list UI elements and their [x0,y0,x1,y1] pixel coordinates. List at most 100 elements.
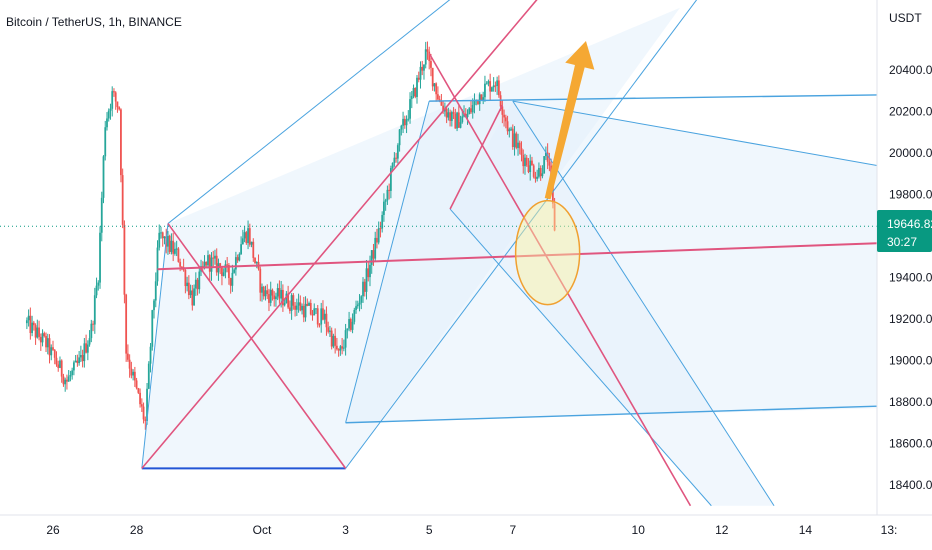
candle-body [29,315,32,334]
candle-body [362,281,364,297]
candle-body [66,379,68,382]
candle-body [107,110,110,119]
candle-body [31,322,33,334]
candle-body [438,99,441,101]
candle-body [395,157,398,159]
candle-body [442,105,445,112]
candle-body [144,419,147,422]
last-price-badge: 19646.82 30:27 [877,210,932,252]
candle-body [241,238,244,245]
candle-body [210,257,213,272]
candle-body [527,165,530,173]
candle-body [193,288,195,306]
candle-body [125,294,128,354]
candle-body [130,368,133,376]
candles [25,41,556,430]
candle-body [194,279,197,289]
candle-body [529,160,532,173]
channel-edge-vertical-right [345,100,430,423]
candle-body [513,133,516,148]
candle-body [330,330,333,347]
descending-channel-lower [449,208,712,507]
candle-body [238,253,241,261]
candle-body [158,232,161,248]
candle-body [297,302,300,306]
candle-body [160,232,162,234]
channel-edge-upper-left [167,0,451,224]
highlight-circle [514,199,581,306]
candle-body [518,142,521,149]
candle-body [53,349,56,358]
candle-body [351,321,354,330]
candle-body [396,145,399,159]
candle-body [376,237,378,243]
candle-body [189,290,192,296]
candle-body [147,363,150,389]
candle-body [222,272,225,276]
candle-body [541,173,544,177]
candle-body [294,305,296,310]
candle-body [50,347,53,356]
candle-body [332,335,335,347]
price-tick-label: 20000.00 [889,146,932,160]
candle-body [308,302,310,306]
candle-body [288,307,291,311]
candle-body [374,237,377,259]
price-tick-label: 18600.00 [889,437,932,451]
time-axis: 26 28 Oct 3 5 7 10 12 14 13: [46,523,897,537]
candle-body [459,122,462,128]
candle-body [501,106,504,115]
candle-body [245,232,248,244]
candle-body [470,108,472,113]
candle-body [38,327,40,337]
candle-body [118,107,121,110]
candle-body [126,353,129,360]
candle-body [546,152,549,162]
last-price-badge-bg [877,210,932,252]
candle-body [48,338,51,356]
candle-body [81,355,84,362]
time-tick-label: 26 [46,523,60,537]
candle-body [41,333,44,343]
candle-body [186,282,189,287]
candle-body [480,94,483,101]
candle-body [214,255,216,259]
candle-body [27,315,30,321]
candle-body [123,224,126,295]
candle-body [45,336,47,348]
candle-body [168,235,171,252]
candle-body [264,290,267,297]
candle-body [536,176,539,179]
candle-body [71,370,74,376]
candle-body [447,112,450,118]
candle-body [212,257,215,259]
candle-body [273,295,276,300]
candle-body [430,61,432,68]
candle-body [443,108,446,112]
candle-body [360,296,363,303]
candle-body [184,269,187,287]
time-tick-label: 7 [509,523,516,537]
candle-body [538,167,540,177]
candle-body [287,293,290,308]
candle-body [196,279,199,290]
candle-body [95,285,98,296]
candle-body [163,236,166,239]
candle-body [276,288,279,297]
candle-body [73,362,75,371]
candle-body [381,214,384,229]
candle-body [494,85,497,87]
candle-body [191,290,194,306]
candle-body [128,359,131,369]
candle-body [228,265,230,279]
candle-body [544,152,547,157]
channel-edge-left [141,223,169,469]
candle-body [365,268,368,292]
candle-body [426,49,429,52]
channel-edge-lower-left [345,0,698,469]
candle-body [322,308,324,320]
candle-body [236,257,239,261]
candle-body [120,109,122,176]
candle-body [316,308,319,325]
